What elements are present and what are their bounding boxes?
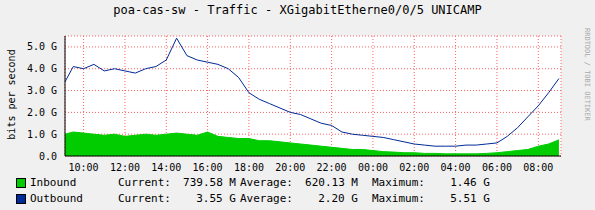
svg-text:10:00: 10:00 bbox=[69, 162, 99, 172]
svg-text:06:00: 06:00 bbox=[482, 162, 512, 172]
svg-text:20:00: 20:00 bbox=[275, 162, 305, 172]
svg-text:1.0 G: 1.0 G bbox=[27, 129, 57, 140]
html-text:3.55 G Average:: 3.55 G Average: bbox=[196, 192, 293, 205]
svg-text:22:00: 22:00 bbox=[317, 162, 347, 172]
html-text:Maximum:: Maximum: bbox=[372, 192, 425, 205]
html-text:Outbound: Outbound bbox=[30, 192, 83, 205]
svg-text:5.0 G: 5.0 G bbox=[27, 41, 57, 52]
html-text:5.51 G: 5.51 G bbox=[450, 192, 490, 205]
html-text:Inbound: Inbound bbox=[30, 176, 77, 189]
html-text:bits per second: bits per second bbox=[5, 49, 17, 140]
svg-text:18:00: 18:00 bbox=[234, 162, 264, 172]
html-text:620.13 M: 620.13 M bbox=[305, 176, 358, 189]
svg-text:00:00: 00:00 bbox=[358, 162, 388, 172]
svg-text:08:00: 08:00 bbox=[523, 162, 553, 172]
svg-text:02:00: 02:00 bbox=[399, 162, 429, 172]
html-text:RRDTOOL / TOBI OETIKER: RRDTOOL / TOBI OETIKER bbox=[583, 28, 591, 121]
html-text:Current:: Current: bbox=[118, 176, 171, 189]
svg-text:2.0 G: 2.0 G bbox=[27, 107, 57, 118]
svg-text:04:00: 04:00 bbox=[441, 162, 471, 172]
svg-text:12:00: 12:00 bbox=[110, 162, 140, 172]
svg-text:3.0 G: 3.0 G bbox=[27, 85, 57, 96]
html-text:2.20 G: 2.20 G bbox=[318, 192, 358, 205]
svg-text:0.0: 0.0 bbox=[39, 151, 57, 162]
svg-text:16:00: 16:00 bbox=[193, 162, 223, 172]
html-text:Current:: Current: bbox=[118, 192, 171, 205]
html-text:1.46 G: 1.46 G bbox=[450, 176, 490, 189]
svg-text:4.0 G: 4.0 G bbox=[27, 63, 57, 74]
svg-text:14:00: 14:00 bbox=[151, 162, 181, 172]
html-text:Maximum:: Maximum: bbox=[372, 176, 425, 189]
html-text:739.58 M Average:: 739.58 M Average: bbox=[183, 176, 293, 189]
html-text:poa-cas-sw - Traffic - XGigabi: poa-cas-sw - Traffic - XGigabitEtherne0/… bbox=[113, 3, 482, 17]
